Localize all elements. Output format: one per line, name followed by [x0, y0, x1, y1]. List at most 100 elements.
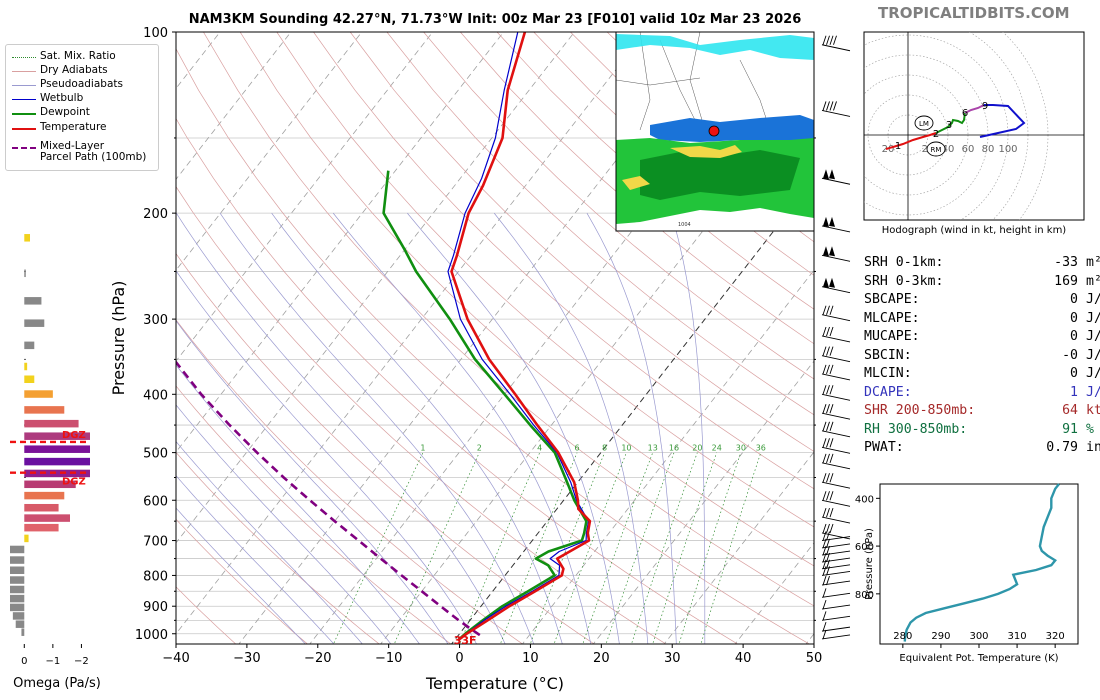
profile-wetbulb	[447, 32, 590, 641]
barb-staff	[821, 286, 851, 294]
omega-bar	[15, 620, 25, 628]
pseudoadiabat	[271, 212, 563, 644]
wind-barb	[821, 404, 851, 420]
omega-bar	[24, 445, 91, 453]
mixing-ratio-line	[499, 452, 578, 644]
stat-unit: m²s⁻²	[1086, 255, 1100, 270]
stat-unit: J/kg	[1086, 366, 1100, 381]
hodo-segment	[885, 132, 937, 150]
barb-flag	[823, 169, 829, 180]
pseudoadiabat	[407, 212, 620, 644]
barb-flag	[829, 246, 835, 257]
barb-feather	[822, 588, 827, 598]
wind-barb	[821, 438, 851, 454]
barb-feather	[826, 404, 830, 414]
stat-row: SRH 0-3km: 169 m²s⁻²	[864, 273, 1100, 292]
hodo-segment	[979, 104, 1026, 138]
wind-barb	[821, 326, 851, 343]
stat-label: SBCIN:	[864, 347, 912, 363]
surface-temp-label: 33F	[454, 634, 477, 647]
map-precip-blue	[650, 115, 814, 142]
legend-swatch	[12, 128, 36, 130]
omega-panel: DGZ DGZ 0 −1 −2 Omega (Pa/s)	[10, 137, 101, 691]
theta-e-x-tick-label: 310	[1008, 631, 1027, 642]
legend-swatch	[12, 99, 36, 100]
y-tick-label: 800	[143, 569, 168, 584]
barb-feather	[822, 566, 827, 576]
theta-e-line	[903, 483, 1060, 642]
hodo-ring-label: 60	[962, 144, 975, 155]
dry-adiabat	[276, 32, 814, 528]
map-precip-yellow2	[622, 176, 650, 190]
mixing-ratio-line	[652, 452, 718, 644]
wind-barbs	[821, 35, 851, 640]
wind-barb	[821, 169, 851, 185]
wind-barb	[821, 599, 851, 610]
x-axis-label: Temperature (°C)	[425, 674, 564, 693]
dry-adiabat	[176, 186, 667, 644]
barb-staff	[821, 373, 851, 381]
hodo-height-label: 3	[946, 120, 952, 131]
map-precip-cyan	[616, 34, 814, 60]
barb-staff	[821, 335, 851, 343]
mixing-ratio-label: 36	[756, 444, 766, 453]
x-tick-label: −20	[304, 651, 331, 666]
barb-staff	[821, 499, 851, 507]
wind-barb	[821, 305, 851, 322]
stat-row: SRH 0-1km: -33 m²s⁻²	[864, 254, 1100, 273]
barb-staff	[821, 536, 851, 541]
x-tick-label: −30	[233, 651, 260, 666]
barb-feather	[822, 404, 827, 414]
wind-barb	[821, 538, 851, 549]
hodo-ring-label: 20	[882, 144, 895, 155]
stat-label: MLCIN:	[864, 366, 912, 381]
stat-label: SHR 200-850mb:	[864, 403, 976, 418]
barb-feather	[826, 453, 830, 463]
x-tick-label: 30	[664, 651, 681, 666]
y-tick-label: 400	[143, 388, 168, 403]
omega-x-tick-label: −1	[45, 656, 60, 667]
barb-feather	[829, 491, 834, 501]
omega-bar	[24, 362, 28, 371]
y-tick-label: 300	[143, 313, 168, 328]
barb-feather	[829, 326, 834, 337]
map-precip-dkgreen	[640, 150, 800, 200]
legend: Sat. Mix. Ratio Dry Adiabats Pseudoadiabat…	[5, 44, 159, 171]
barb-staff	[821, 314, 851, 322]
dry-adiabat	[176, 451, 380, 644]
pseudoadiabat	[176, 475, 335, 644]
wind-barb	[821, 35, 851, 52]
barb-feather	[822, 438, 827, 448]
wind-barb	[821, 491, 851, 507]
barb-feather	[822, 101, 827, 111]
omega-bar	[24, 406, 65, 414]
y-tick-label: 500	[143, 447, 168, 462]
map-border	[659, 39, 701, 131]
storm-motion-label: LM	[919, 120, 929, 128]
wind-barb	[821, 611, 851, 621]
wind-barb	[821, 421, 851, 438]
barb-feather	[829, 385, 834, 395]
mixing-ratio-label: 6	[575, 444, 580, 453]
hodo-height-label: 9	[982, 101, 988, 112]
barb-feather	[829, 421, 834, 431]
barb-feather	[826, 305, 830, 315]
wind-barb	[821, 629, 851, 640]
barb-feather	[829, 305, 834, 315]
barb-feather	[826, 566, 830, 576]
legend-item-label: Dry Adiabats	[40, 64, 108, 76]
barb-feather	[829, 346, 834, 356]
dry-adiabat	[239, 32, 814, 567]
omega-bar	[24, 480, 76, 489]
y-tick-label: 600	[143, 494, 168, 509]
pseudoadiabat	[176, 270, 478, 644]
barb-feather	[822, 491, 827, 501]
stat-row: PWAT: 0.79 in	[864, 439, 1100, 458]
wind-barb	[821, 453, 851, 470]
skewt-axes: 33F −40 −30 −20 −10 0 10 20 30 40 50 100 200 300 400 50…	[109, 26, 822, 693]
dry-adiabat	[460, 32, 814, 345]
omega-bar	[24, 514, 71, 522]
barb-feather	[826, 531, 830, 541]
barb-feather	[822, 629, 827, 640]
barb-feather	[829, 364, 834, 375]
